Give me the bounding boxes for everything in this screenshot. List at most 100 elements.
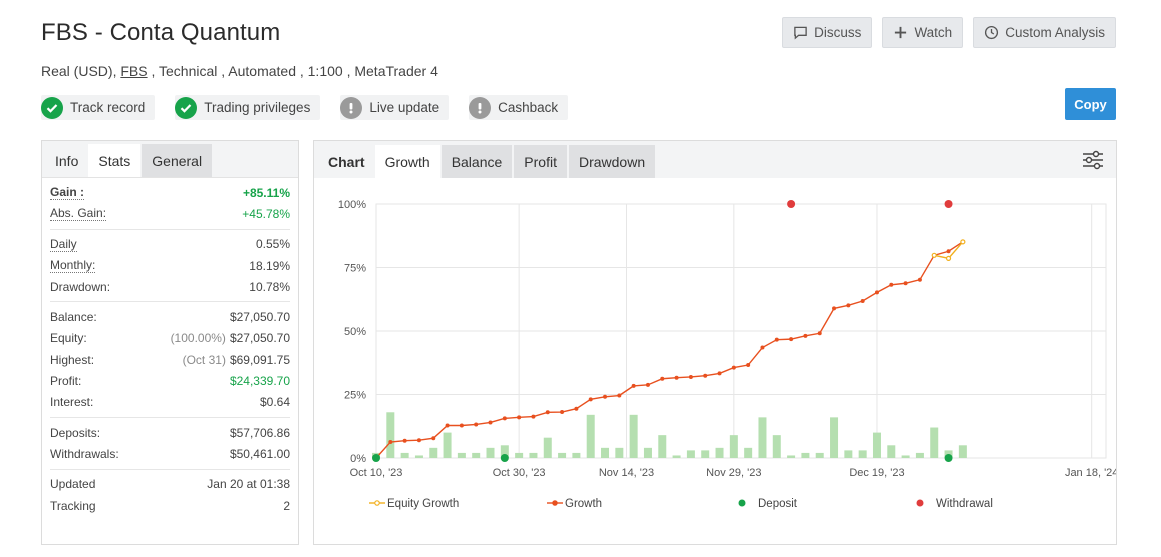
growth-point: [459, 423, 464, 428]
activity-bar: [887, 445, 896, 458]
stats-body: Gain : +85.11% Abs. Gain: +45.78% Daily …: [42, 178, 298, 520]
updated-label: Updated: [50, 477, 96, 492]
y-tick-label: 25%: [344, 390, 366, 402]
plus-icon: [895, 26, 907, 39]
activity-bar: [830, 417, 839, 458]
custom-analysis-button[interactable]: Custom Analysis: [973, 17, 1116, 48]
tab-stats[interactable]: Stats: [88, 144, 141, 177]
activity-bar: [701, 450, 710, 458]
activity-bar: [729, 435, 738, 458]
activity-bar: [930, 427, 939, 458]
growth-point: [488, 420, 493, 425]
account-subtitle: Real (USD), FBS , Technical , Automated …: [41, 63, 438, 79]
stat-row-monthly: Monthly: 18.19%: [50, 255, 290, 276]
tab-profit[interactable]: Profit: [514, 145, 567, 178]
stats-panel: Info Stats General Gain : +85.11% Abs. G…: [41, 140, 299, 545]
growth-point: [617, 393, 622, 398]
activity-bar: [629, 414, 638, 458]
stat-row-gain: Gain : +85.11%: [50, 182, 290, 203]
sliders-settings-icon[interactable]: [1082, 149, 1104, 171]
tab-general[interactable]: General: [142, 144, 213, 177]
activity-bar: [558, 452, 567, 458]
profit-value: $24,339.70: [229, 374, 290, 389]
stat-row-abs-gain: Abs. Gain: +45.78%: [50, 203, 290, 224]
y-tick-label: 75%: [344, 263, 366, 275]
stat-row-deposits: Deposits: $57,706.86: [50, 422, 290, 443]
legend-label: Growth: [565, 498, 602, 510]
activity-bar: [414, 455, 423, 458]
highest-value-wrap: (Oct 31) $69,091.75: [183, 353, 290, 367]
daily-label[interactable]: Daily: [50, 236, 77, 252]
tab-info[interactable]: Info: [55, 152, 79, 169]
funds-group: Deposits: $57,706.86 Withdrawals: $50,46…: [50, 418, 290, 470]
chart-panel: Chart Growth Balance Profit Drawdown 0% 2…: [313, 140, 1117, 545]
withdrawals-label: Withdrawals:: [50, 446, 119, 461]
subtitle-prefix: Real (USD),: [41, 63, 121, 79]
subtitle-suffix: , Technical , Automated , 1:100 , MetaTr…: [147, 63, 438, 79]
growth-chart: 0% 25% 50% 75% 100% Oct 10, '23 Oct 30, '23 Nov…: [338, 199, 1116, 510]
stat-row-daily: Daily 0.55%: [50, 234, 290, 255]
growth-point: [502, 416, 507, 421]
deposit-marker: [372, 454, 380, 462]
growth-point: [474, 422, 479, 427]
withdrawals-value: $50,461.00: [229, 446, 290, 461]
activity-bar: [386, 412, 395, 458]
chart-tabs: Chart Growth Balance Profit Drawdown: [314, 141, 1116, 178]
discuss-button[interactable]: Discuss: [782, 17, 873, 48]
stat-row-updated: Updated Jan 20 at 01:38: [50, 474, 290, 495]
abs-gain-label[interactable]: Abs. Gain:: [50, 206, 107, 222]
x-tick-label: Nov 14, '23: [599, 467, 654, 479]
watch-label: Watch: [914, 25, 953, 40]
badge-label: Track record: [70, 100, 146, 115]
growth-point: [688, 374, 693, 379]
equity-growth-point: [945, 255, 952, 261]
drawdown-label: Drawdown:: [50, 279, 111, 294]
watch-button[interactable]: Watch: [882, 17, 964, 48]
growth-point: [545, 410, 550, 415]
y-tick-label: 50%: [344, 326, 366, 338]
growth-point: [817, 331, 822, 336]
activity-bar: [915, 452, 924, 458]
equity-growth-point: [960, 239, 966, 245]
broker-link[interactable]: FBS: [120, 63, 148, 79]
equity-value-wrap: (100.00%) $27,050.70: [171, 331, 290, 345]
chat-bubble-icon: [794, 26, 807, 40]
gain-label[interactable]: Gain :: [50, 185, 85, 201]
growth-point: [846, 303, 851, 308]
legend-label: Equity Growth: [387, 498, 459, 510]
gain-value: +85.11%: [242, 185, 290, 200]
activity-bar: [686, 450, 695, 458]
tab-growth[interactable]: Growth: [374, 145, 440, 178]
exclamation-icon: [469, 96, 492, 119]
growth-point: [531, 414, 536, 419]
y-tick-label: 0%: [350, 453, 366, 465]
equity-value: $27,050.70: [229, 331, 290, 346]
legend-label: Withdrawal: [936, 498, 993, 510]
activity-bar: [658, 435, 667, 458]
copy-button[interactable]: Copy: [1065, 88, 1116, 120]
activity-bar: [586, 414, 595, 458]
growth-point: [917, 277, 922, 282]
tab-balance[interactable]: Balance: [441, 145, 513, 178]
activity-bar: [958, 445, 967, 458]
activity-bar: [801, 452, 810, 458]
monthly-label[interactable]: Monthly:: [50, 258, 96, 274]
growth-line: [375, 241, 964, 459]
drawdown-value: 10.78%: [249, 279, 290, 294]
growth-point: [832, 306, 837, 311]
activity-bar: [529, 452, 538, 458]
stats-tabs: Info Stats General: [42, 141, 298, 178]
activity-bar: [715, 447, 724, 458]
profit-label: Profit:: [50, 374, 82, 389]
badge-label: Trading privileges: [204, 100, 311, 115]
badge-track-record: Track record: [41, 95, 156, 120]
activity-bar: [901, 455, 910, 458]
growth-point: [416, 438, 421, 443]
growth-point: [717, 371, 722, 376]
deposit-marker: [944, 454, 953, 462]
stat-row-highest: Highest: (Oct 31) $69,091.75: [50, 349, 290, 370]
growth-point: [645, 382, 650, 387]
check-icon: [175, 96, 198, 119]
tab-drawdown[interactable]: Drawdown: [568, 145, 656, 178]
growth-point: [889, 282, 894, 287]
